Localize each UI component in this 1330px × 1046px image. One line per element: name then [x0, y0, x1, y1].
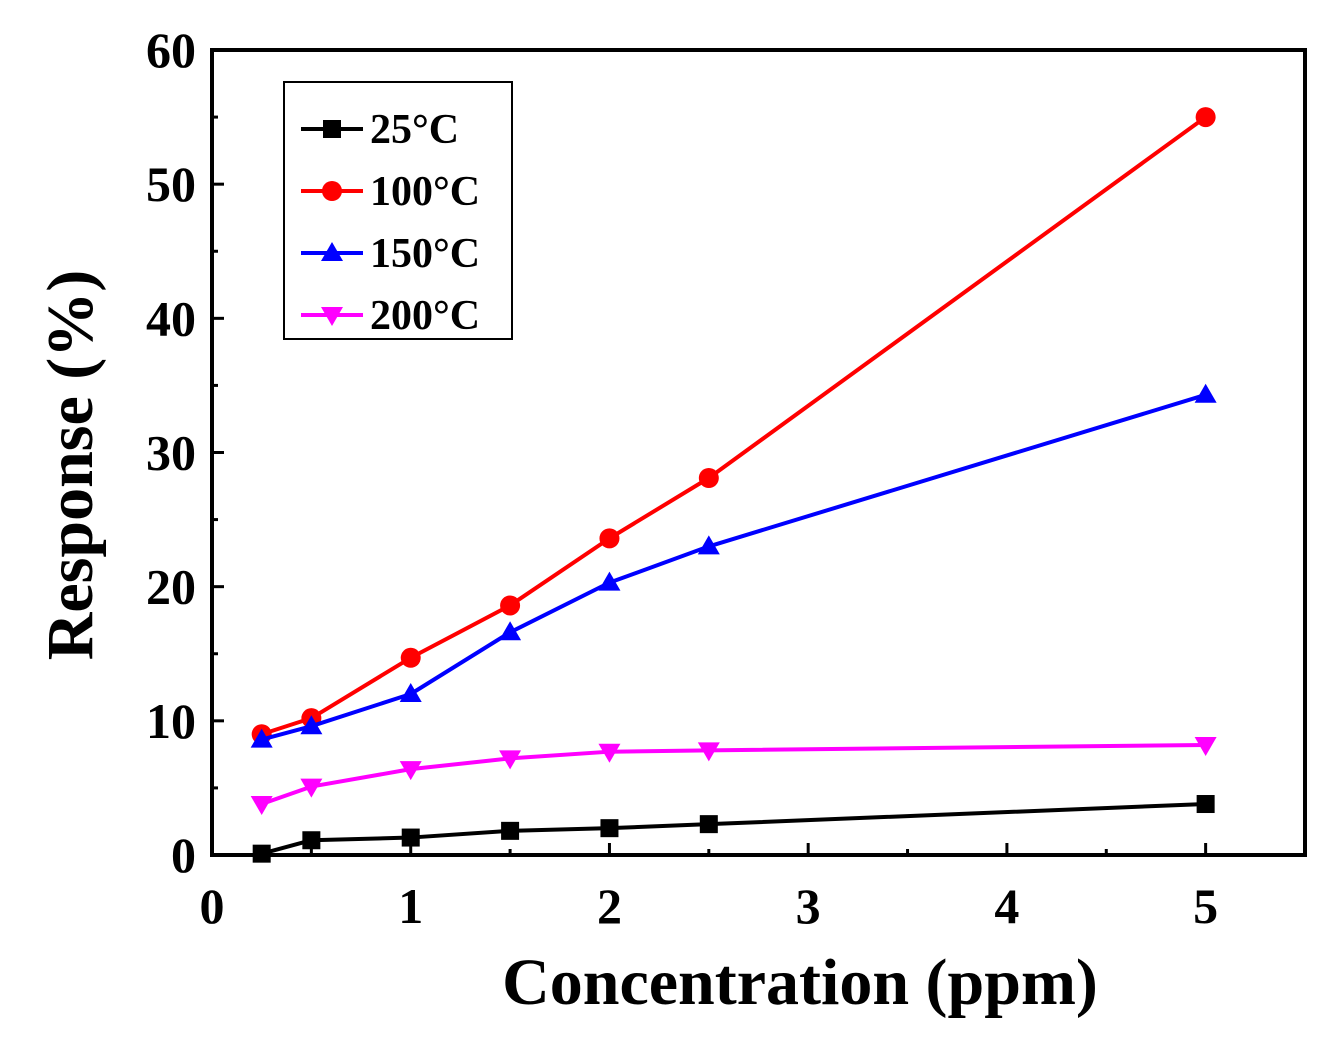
- y-tick-label: 50: [146, 156, 196, 212]
- x-tick-label: 5: [1193, 878, 1218, 934]
- data-point: [499, 621, 522, 641]
- series-3: [250, 383, 1217, 748]
- x-tick-label: 4: [994, 878, 1019, 934]
- data-point: [1196, 795, 1215, 814]
- legend-marker: [321, 242, 343, 261]
- data-point: [400, 647, 421, 668]
- y-tick-label: 30: [146, 425, 196, 481]
- data-point: [1194, 736, 1217, 756]
- legend-label: 150°C: [370, 231, 480, 277]
- data-point: [600, 819, 619, 838]
- data-point: [401, 828, 420, 847]
- data-point: [1195, 107, 1216, 128]
- y-tick-label: 20: [146, 559, 196, 615]
- data-point: [300, 778, 323, 798]
- data-point: [499, 750, 522, 770]
- legend-entry: 25°C: [301, 107, 459, 153]
- data-point: [501, 821, 520, 840]
- data-point: [598, 743, 621, 763]
- data-point: [698, 467, 719, 488]
- data-point: [302, 831, 321, 850]
- data-point: [399, 761, 422, 781]
- data-point: [252, 844, 271, 863]
- legend-marker: [322, 181, 342, 201]
- data-point: [699, 815, 718, 834]
- series-line: [261, 742, 1206, 806]
- legend-entry: 150°C: [301, 231, 480, 277]
- data-point: [697, 742, 720, 762]
- x-tick-label: 1: [398, 878, 423, 934]
- y-tick-label: 40: [146, 290, 196, 346]
- legend-entry: 200°C: [301, 293, 480, 339]
- legend-label: 25°C: [370, 107, 459, 153]
- data-point: [697, 535, 720, 555]
- x-tick-label: 3: [796, 878, 821, 934]
- x-tick-label: 0: [200, 878, 225, 934]
- data-point: [598, 571, 621, 591]
- x-axis-title: Concentration (ppm): [502, 946, 1098, 1019]
- y-axis-title: Response (%): [34, 270, 107, 661]
- x-tick-label: 2: [597, 878, 622, 934]
- legend-box: [283, 81, 513, 340]
- legend-marker: [321, 307, 343, 326]
- y-tick-label: 10: [146, 693, 196, 749]
- legend: 25°C 100°C 150°C 200°C: [283, 81, 513, 340]
- data-point: [599, 528, 620, 549]
- data-point: [1194, 383, 1217, 403]
- data-point: [399, 683, 422, 702]
- series-layer: [250, 107, 1217, 863]
- legend-label: 200°C: [370, 293, 480, 339]
- data-point: [300, 715, 323, 735]
- series-4: [250, 736, 1217, 816]
- y-tick-label: 0: [171, 827, 196, 883]
- data-point: [250, 728, 273, 748]
- legend-label: 100°C: [370, 169, 480, 215]
- data-point: [250, 796, 273, 816]
- series-1: [252, 795, 1215, 863]
- series-line: [261, 392, 1207, 742]
- y-tick-label: 60: [146, 22, 196, 78]
- legend-entry: 100°C: [301, 169, 480, 215]
- legend-marker: [323, 120, 341, 138]
- data-point: [500, 595, 521, 616]
